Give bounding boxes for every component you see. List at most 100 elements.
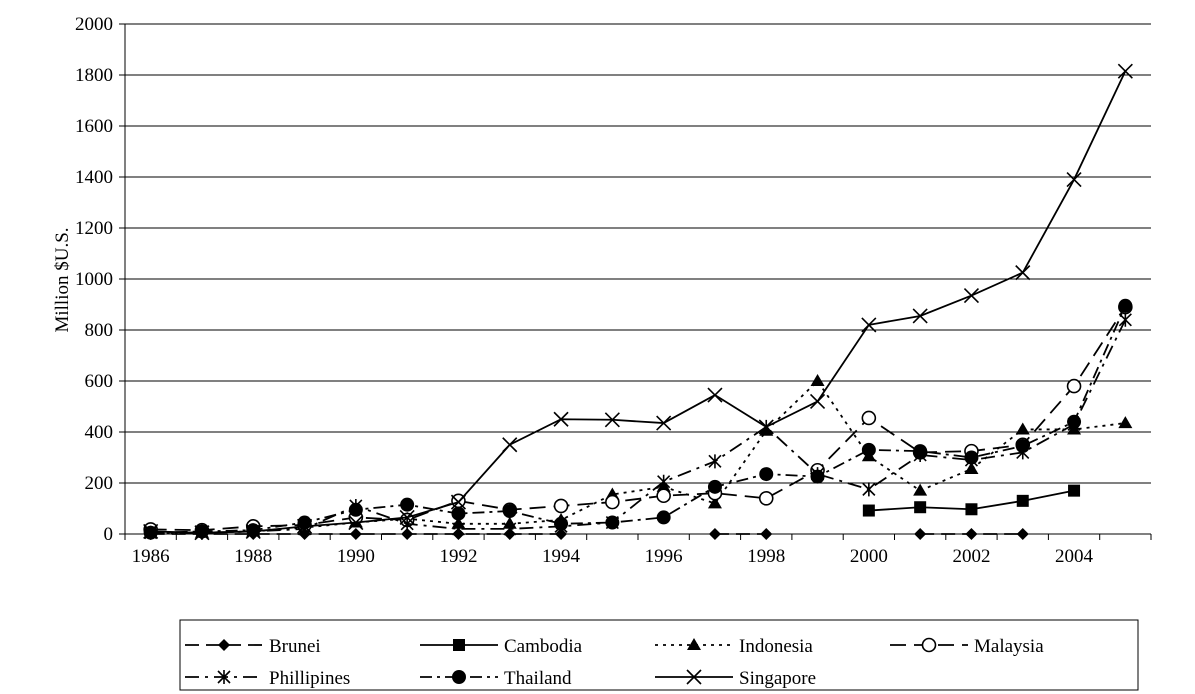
point-thailand-2003 (1015, 439, 1030, 454)
point-malaysia-2004 (1066, 378, 1082, 394)
legend-label-brunei: Brunei (269, 636, 321, 657)
point-thailand-2004 (1067, 414, 1082, 429)
y-tick-label: 200 (85, 473, 114, 494)
legend-marker-phillipines (217, 670, 231, 684)
point-singapore-2005 (1117, 63, 1133, 79)
legend-marker-singapore (686, 669, 702, 685)
point-brunei-2001 (914, 528, 927, 540)
legend-item-phillipines: Phillipines (185, 668, 350, 689)
point-singapore-1986 (143, 523, 159, 540)
point-singapore-1994 (553, 411, 569, 427)
point-thailand-1988 (246, 523, 261, 538)
point-thailand-2000 (861, 442, 876, 457)
legend-item-thailand: Thailand (420, 668, 572, 689)
legend-marker-thailand (452, 670, 466, 684)
point-brunei-1997 (708, 528, 721, 540)
x-tick-label: 1990 (337, 546, 375, 567)
point-thailand-1991 (400, 497, 415, 512)
point-singapore-1997 (707, 387, 723, 403)
point-cambodia-2004 (1068, 484, 1081, 497)
point-brunei-1990 (349, 528, 362, 540)
point-thailand-1987 (194, 524, 209, 539)
point-singapore-1989 (296, 518, 313, 534)
legend-item-singapore: Singapore (655, 668, 816, 689)
point-indonesia-2001 (913, 483, 928, 496)
legend-item-brunei: Brunei (185, 636, 321, 657)
y-tick-label: 600 (85, 371, 114, 392)
legend-item-cambodia: Cambodia (420, 636, 583, 657)
point-thailand-2005 (1118, 298, 1133, 313)
point-singapore-1998 (758, 419, 774, 435)
point-thailand-1992 (451, 506, 466, 521)
point-cambodia-2001 (914, 501, 927, 514)
point-brunei-1998 (760, 528, 773, 540)
y-tick-label: 400 (85, 422, 114, 443)
point-thailand-1996 (656, 510, 671, 525)
point-cambodia-2002 (965, 503, 978, 516)
series-line-singapore (150, 70, 1127, 534)
x-tick-label: 1994 (542, 546, 581, 567)
point-brunei-2002 (965, 528, 978, 540)
y-tick-labels: 0 200 400 600 800 1000 1200 1400 1600 1800 2000 (75, 14, 113, 545)
point-singapore-2003 (1015, 265, 1031, 281)
y-tick-label: 1200 (75, 218, 113, 239)
x-tick-label: 2002 (952, 546, 990, 567)
series-line-indonesia (150, 379, 1126, 534)
series-line-thailand (150, 305, 1127, 534)
point-thailand-1995 (605, 515, 620, 530)
legend-marker-indonesia (687, 638, 701, 650)
point-singapore-1990 (348, 514, 364, 531)
point-singapore-1987 (194, 525, 210, 541)
legend-label-phillipines: Phillipines (269, 668, 350, 689)
axes (124, 24, 1152, 540)
series-indonesia (143, 374, 1133, 538)
x-tick-label: 2004 (1055, 546, 1094, 567)
point-thailand-2002 (964, 450, 979, 465)
point-thailand-1999 (810, 469, 825, 484)
legend-label-cambodia: Cambodia (504, 636, 583, 657)
point-indonesia-1997 (707, 496, 722, 509)
point-phillipines-1997 (708, 454, 722, 469)
point-singapore-1993 (502, 437, 518, 453)
point-singapore-1999 (809, 393, 826, 409)
point-indonesia-2005 (1118, 416, 1133, 429)
legend-label-malaysia: Malaysia (974, 636, 1044, 657)
x-tick-labels: 1986 1988 1990 1992 1994 1996 1998 2000 2002 2004 (132, 546, 1094, 567)
point-brunei-1994 (555, 528, 568, 540)
point-malaysia-2000 (861, 410, 877, 426)
point-brunei-2003 (1016, 528, 1029, 540)
y-tick-label: 800 (85, 320, 114, 341)
legend-label-thailand: Thailand (504, 668, 572, 689)
x-tick-label: 1986 (132, 546, 170, 567)
x-tick-label: 2000 (850, 546, 888, 567)
series-line-phillipines (150, 319, 1127, 534)
y-tick-label: 1800 (75, 65, 113, 86)
point-singapore-1996 (656, 415, 672, 431)
point-cambodia-2003 (1016, 494, 1029, 507)
x-tick-label: 1992 (439, 546, 477, 567)
point-thailand-2001 (913, 444, 928, 459)
legend-item-malaysia: Malaysia (890, 636, 1044, 657)
legend: Brunei Cambodia Indonesia Malaysia Phillipin… (179, 619, 1139, 691)
x-tick-label: 1996 (645, 546, 683, 567)
point-singapore-2000 (861, 317, 877, 333)
point-thailand-1993 (502, 504, 517, 519)
point-brunei-1991 (401, 528, 414, 540)
y-tick-label: 2000 (75, 14, 113, 35)
legend-box (179, 619, 1139, 691)
point-malaysia-1996 (656, 488, 671, 504)
point-singapore-1988 (245, 523, 261, 540)
point-malaysia-1998 (758, 490, 774, 506)
y-tick-label: 0 (104, 524, 114, 545)
series-singapore (143, 63, 1133, 541)
point-indonesia-1999 (810, 374, 825, 386)
point-phillipines-1993 (503, 521, 517, 536)
series-cambodia (862, 484, 1081, 517)
legend-marker-brunei (218, 639, 230, 651)
x-tick-label: 1988 (234, 546, 272, 567)
series-thailand (143, 298, 1133, 540)
point-singapore-2004 (1066, 171, 1082, 188)
point-malaysia-1995 (605, 494, 620, 510)
point-thailand-1990 (348, 502, 363, 517)
